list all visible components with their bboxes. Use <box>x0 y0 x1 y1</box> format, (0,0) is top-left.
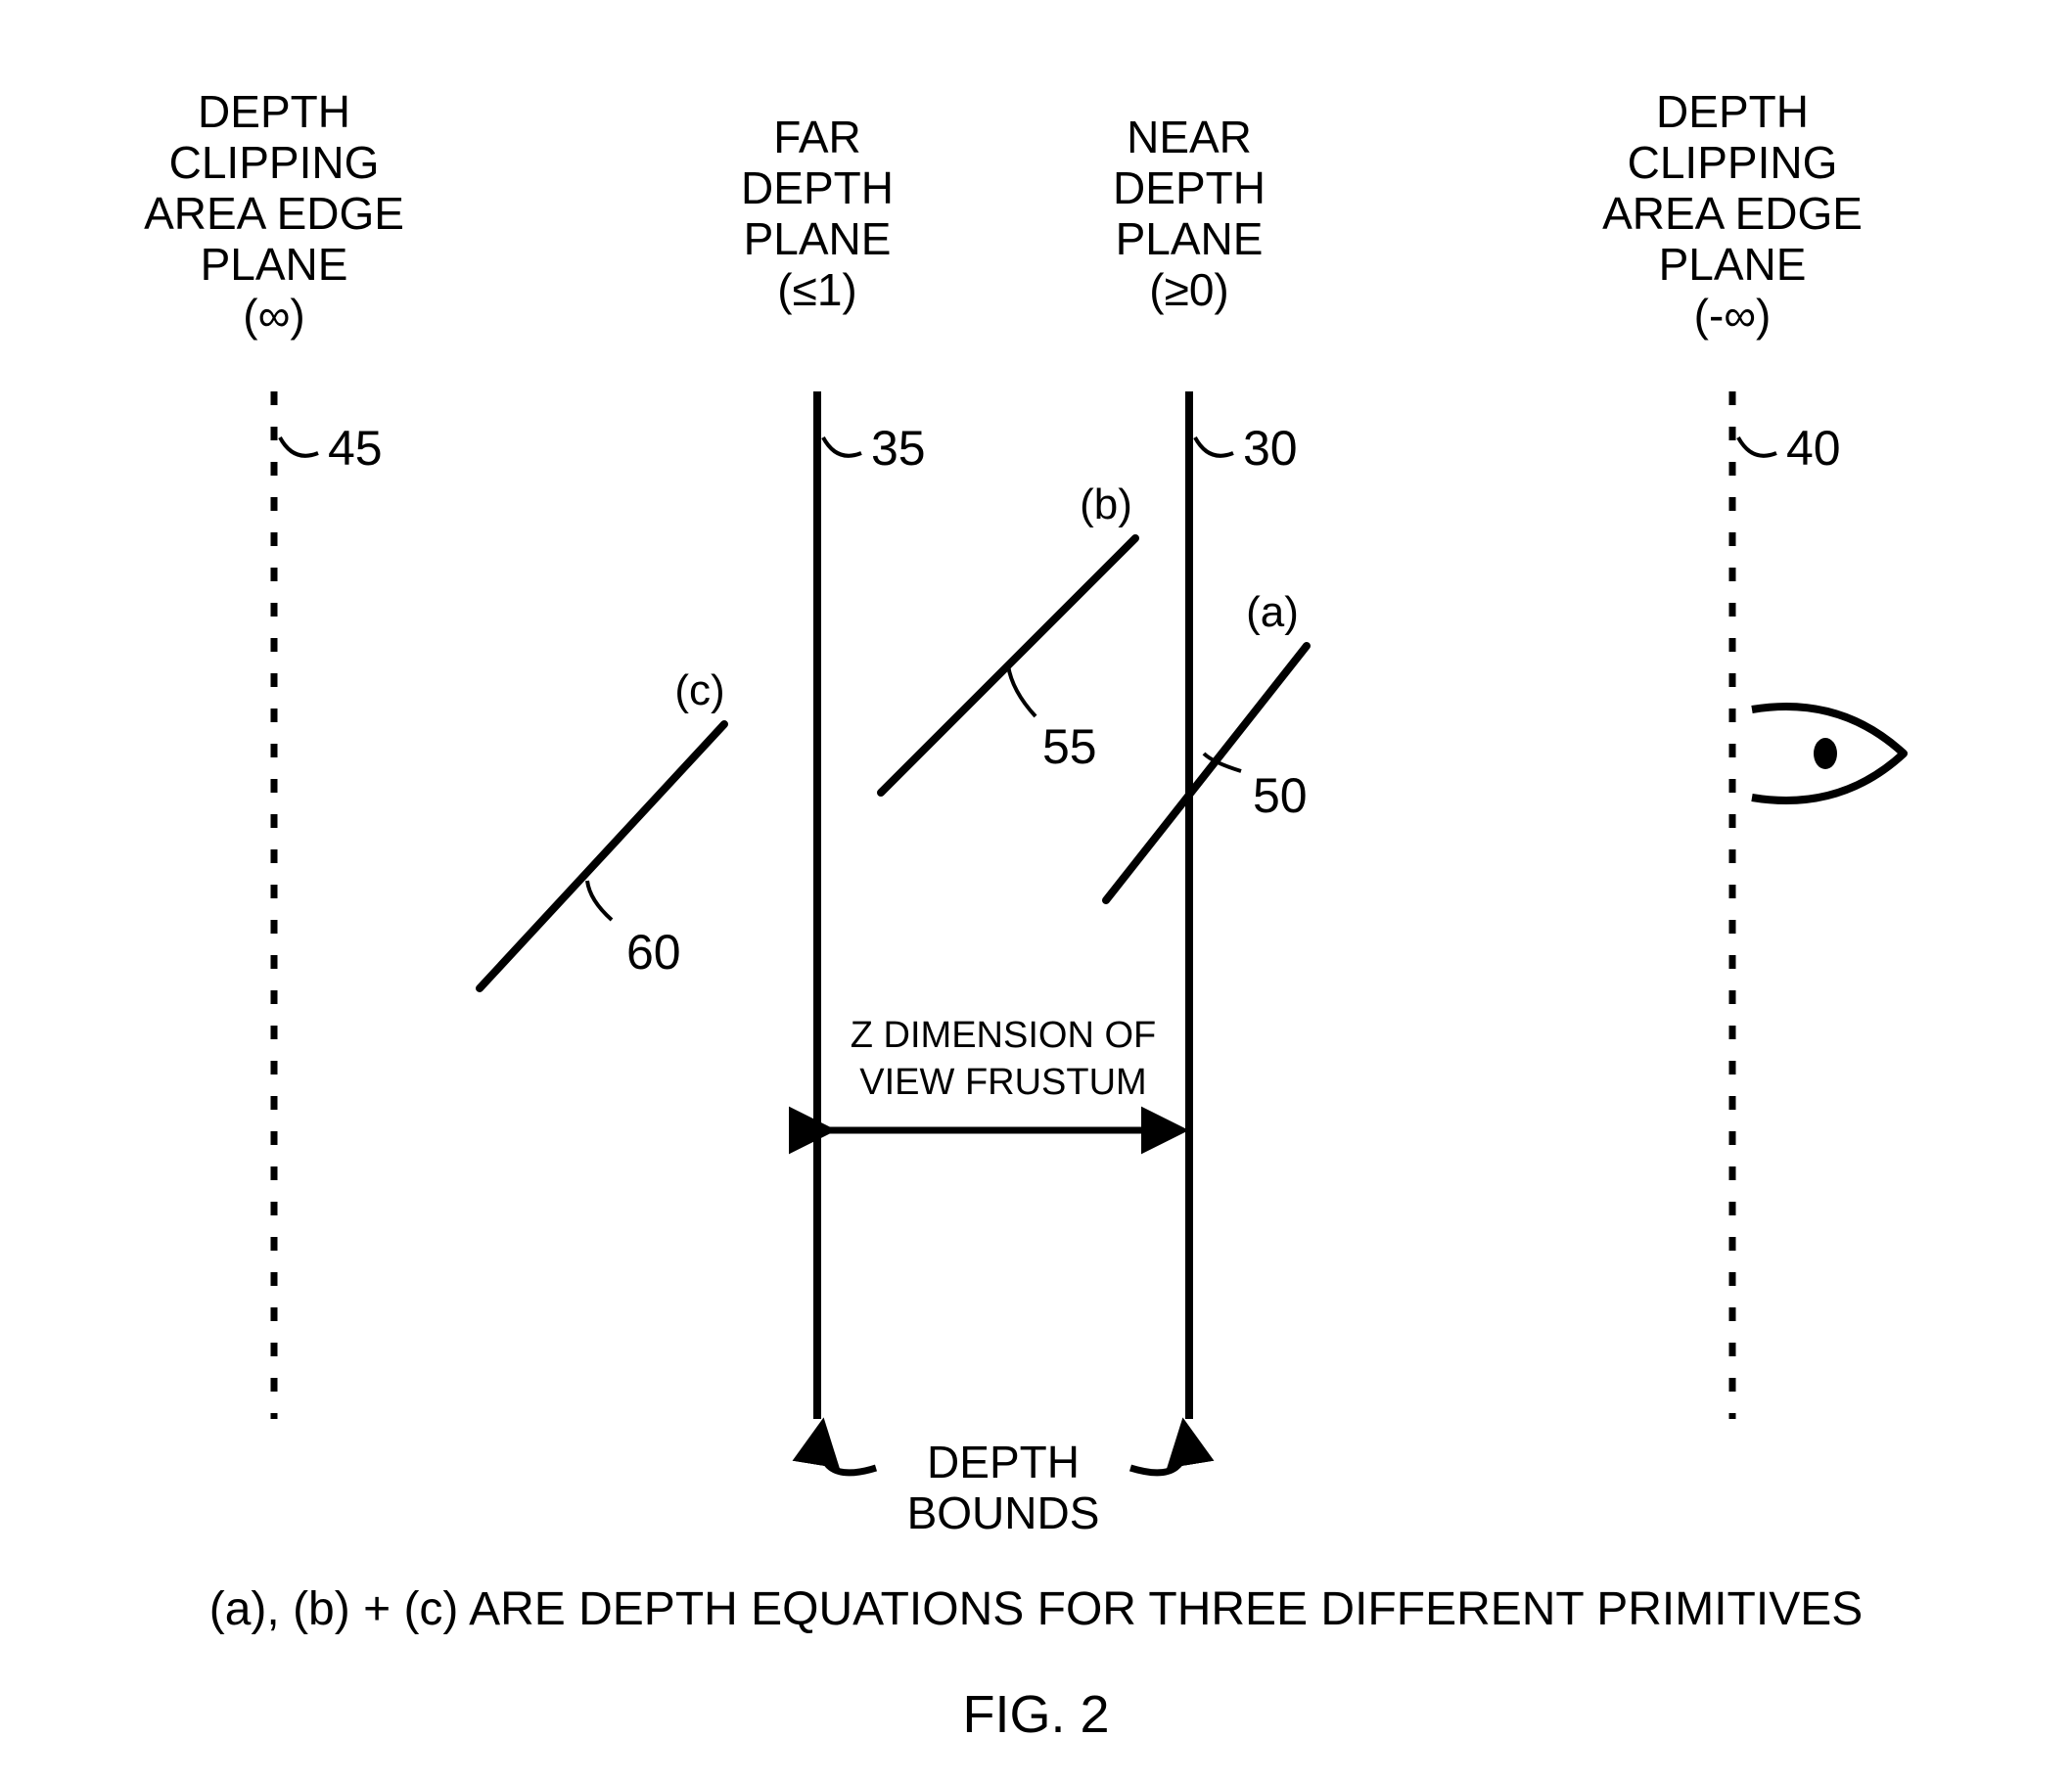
reference-number: 40 <box>1786 421 1841 476</box>
reference-number: 35 <box>871 421 926 476</box>
plane-header-line: AREA EDGE <box>1602 188 1863 239</box>
primitive-ref-c: 60 <box>626 925 681 980</box>
primitive-letter-c: (c) <box>674 666 724 714</box>
depth-bounds-arrow-left <box>821 1427 876 1473</box>
plane-header-line: DEPTH <box>198 86 350 137</box>
plane-header-line: (-∞) <box>1694 290 1772 341</box>
plane-header-line: DEPTH <box>1656 86 1809 137</box>
depth-bounds-arrow-right <box>1130 1427 1185 1473</box>
primitive-letter-a: (a) <box>1246 588 1299 636</box>
leader-hook <box>1738 437 1776 456</box>
plane-header-line: CLIPPING <box>1628 137 1838 188</box>
figure-number: FIG. 2 <box>962 1685 1109 1744</box>
depth-bounds-label-2: BOUNDS <box>907 1487 1100 1538</box>
plane-header-line: PLANE <box>1659 239 1807 290</box>
plane-header-line: DEPTH <box>741 162 894 213</box>
leader-hook <box>587 881 612 920</box>
plane-header-line: FAR <box>773 112 860 162</box>
reference-number: 30 <box>1243 421 1298 476</box>
reference-number: 45 <box>328 421 383 476</box>
plane-header-line: (≤1) <box>777 264 856 315</box>
leader-hook <box>280 437 318 456</box>
depth-bounds-label-1: DEPTH <box>927 1437 1080 1487</box>
leader-hook <box>1008 665 1036 716</box>
plane-header-line: PLANE <box>744 213 892 264</box>
frustum-label-line2: VIEW FRUSTUM <box>859 1062 1146 1103</box>
primitive-line-c <box>480 724 724 988</box>
plane-header-line: PLANE <box>1116 213 1264 264</box>
primitive-ref-a: 50 <box>1253 768 1308 823</box>
leader-hook <box>823 437 861 456</box>
leader-hook <box>1195 437 1233 456</box>
plane-header-line: AREA EDGE <box>144 188 404 239</box>
footer-caption: (a), (b) + (c) ARE DEPTH EQUATIONS FOR T… <box>209 1583 1864 1635</box>
primitive-letter-b: (b) <box>1080 480 1132 528</box>
frustum-label-line1: Z DIMENSION OF <box>851 1015 1156 1056</box>
primitive-ref-b: 55 <box>1042 719 1097 774</box>
plane-header-line: DEPTH <box>1113 162 1266 213</box>
plane-header-line: (≥0) <box>1149 264 1228 315</box>
plane-header-line: CLIPPING <box>169 137 380 188</box>
plane-header-line: NEAR <box>1127 112 1252 162</box>
eye-pupil <box>1814 738 1837 769</box>
plane-header-line: PLANE <box>201 239 348 290</box>
plane-header-line: (∞) <box>243 290 304 341</box>
